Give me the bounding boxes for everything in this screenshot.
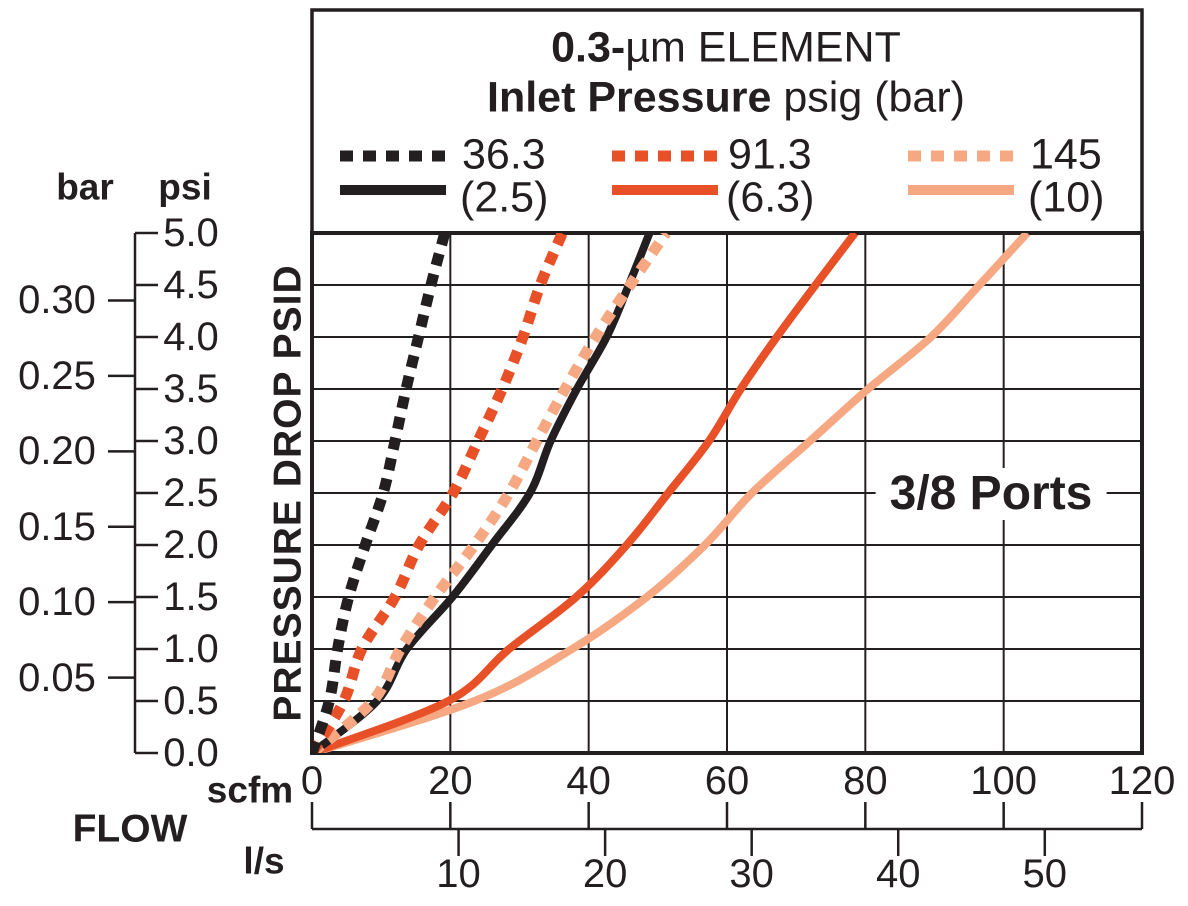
scfm-tick-label: 0 xyxy=(300,759,324,803)
bar-tick-label: 0.05 xyxy=(18,655,96,700)
chart-subtitle-rest: psig (bar) xyxy=(771,73,965,122)
psi-unit-header: psi xyxy=(158,166,212,208)
legend-label-2-5-bar: (2.5) xyxy=(460,173,549,222)
ls-tick-label: 20 xyxy=(582,852,628,896)
flow-axis-label: FLOW xyxy=(72,807,188,851)
chart-title: 0.3-µm ELEMENT xyxy=(551,23,901,72)
scfm-tick-label: 60 xyxy=(704,759,750,803)
ls-tick-label: 40 xyxy=(875,852,921,896)
legend-label-6-3-bar: (6.3) xyxy=(726,173,815,222)
bar-tick-label: 0.15 xyxy=(18,504,96,549)
psi-tick-label: 1.5 xyxy=(163,575,219,619)
curve-solid-63 xyxy=(312,233,859,753)
bar-tick-label: 0.30 xyxy=(18,278,96,323)
psi-tick-label: 2.0 xyxy=(163,523,219,567)
curves xyxy=(312,233,1031,753)
chart-subtitle: Inlet Pressure psig (bar) xyxy=(487,73,965,122)
bar-tick-label: 0.20 xyxy=(18,429,96,474)
scfm-tick-label: 40 xyxy=(566,759,611,803)
psi-tick-label: 0.5 xyxy=(163,679,219,723)
scfm-tick-label: 120 xyxy=(1108,759,1176,803)
psi-tick-label: 1.0 xyxy=(163,627,219,671)
legend-label-91-3: 91.3 xyxy=(728,130,812,179)
legend-label-10-bar: (10) xyxy=(1028,173,1105,222)
scfm-tick-label: 20 xyxy=(428,759,473,803)
ls-tick-label: 10 xyxy=(436,852,481,896)
ls-tick-label: 30 xyxy=(729,852,774,896)
y-axis-label: PRESSURE DROP PSID xyxy=(266,264,310,722)
psi-tick-label: 2.5 xyxy=(163,471,219,515)
psi-tick-label: 4.0 xyxy=(163,315,219,359)
ports-annotation: 3/8 Ports xyxy=(875,468,1107,520)
curve-dotted-913 xyxy=(312,233,568,753)
legend-label-145: 145 xyxy=(1030,130,1102,179)
psi-tick-label: 4.5 xyxy=(163,263,219,307)
bottom-axis xyxy=(310,802,1144,856)
bar-tick-label: 0.25 xyxy=(18,353,96,398)
psi-tick-label: 3.5 xyxy=(163,367,219,411)
psi-tick-label: 3.0 xyxy=(163,419,219,463)
chart-title-bold: 0.3- xyxy=(551,23,626,72)
legend-swatches xyxy=(340,150,1014,195)
chart-title-rest: µm ELEMENT xyxy=(625,23,901,72)
chart-subtitle-bold: Inlet Pressure xyxy=(487,73,772,122)
ls-unit-label: l/s xyxy=(243,840,285,882)
scfm-tick-label: 80 xyxy=(843,759,888,803)
curve-solid-10 xyxy=(312,233,1031,753)
left-axis xyxy=(108,231,158,755)
psi-tick-label: 0.0 xyxy=(163,731,219,775)
curve-dotted-363 xyxy=(312,233,451,753)
ls-tick-label: 50 xyxy=(1022,852,1068,896)
psi-tick-label: 5.0 xyxy=(163,211,219,255)
chart-frames xyxy=(310,8,1144,755)
legend-label-36-3: 36.3 xyxy=(462,130,546,179)
bar-unit-header: bar xyxy=(56,166,114,208)
bar-tick-label: 0.10 xyxy=(18,580,96,625)
scfm-tick-label: 100 xyxy=(970,759,1038,803)
scfm-unit-label: scfm xyxy=(206,769,294,811)
